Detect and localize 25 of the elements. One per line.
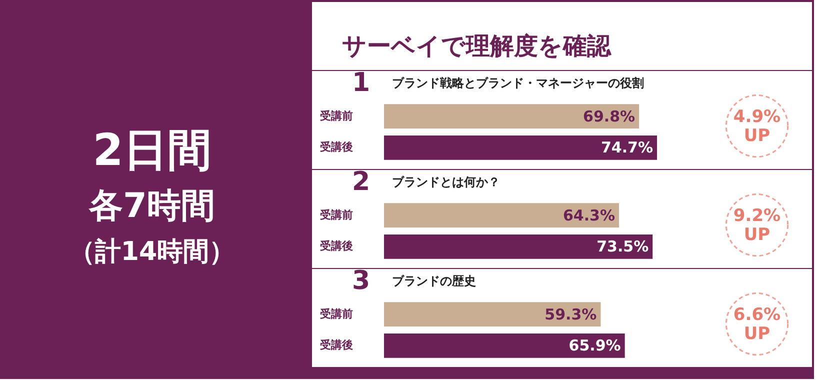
data-label: 73.5%	[596, 238, 649, 256]
chart-title: 2	[352, 167, 370, 197]
text: 9.2% UP	[733, 206, 781, 245]
data-label: 64.3%	[562, 206, 615, 224]
text: 6.6% UP	[733, 305, 781, 344]
text: 各7時間	[88, 186, 215, 226]
text: （計14時間）	[68, 237, 236, 267]
y-tick-label: 受講前	[319, 208, 353, 222]
y-tick-label: 受講後	[319, 338, 353, 352]
y-tick-label: 受講後	[319, 140, 353, 154]
text: サーベイで理解度を確認	[342, 32, 612, 60]
text: 4.9% UP	[733, 107, 781, 146]
y-tick-label: 受講後	[319, 240, 353, 253]
chart-subtitle: ブランドとは何か？	[392, 175, 500, 189]
chart-title: 3	[352, 266, 370, 296]
y-tick-label: 受講前	[319, 307, 353, 320]
chart-subtitle: ブランド戦略とブランド・マネージャーの役割	[392, 76, 644, 90]
data-label: 65.9%	[568, 336, 621, 355]
chart-subtitle: ブランドの歴史	[392, 274, 476, 288]
text: 2日間	[92, 125, 212, 176]
y-tick-label: 受講前	[319, 109, 353, 122]
data-label: 59.3%	[544, 305, 597, 324]
data-label: 74.7%	[600, 138, 653, 157]
data-label: 69.8%	[583, 107, 636, 126]
chart-title: 1	[352, 68, 370, 98]
